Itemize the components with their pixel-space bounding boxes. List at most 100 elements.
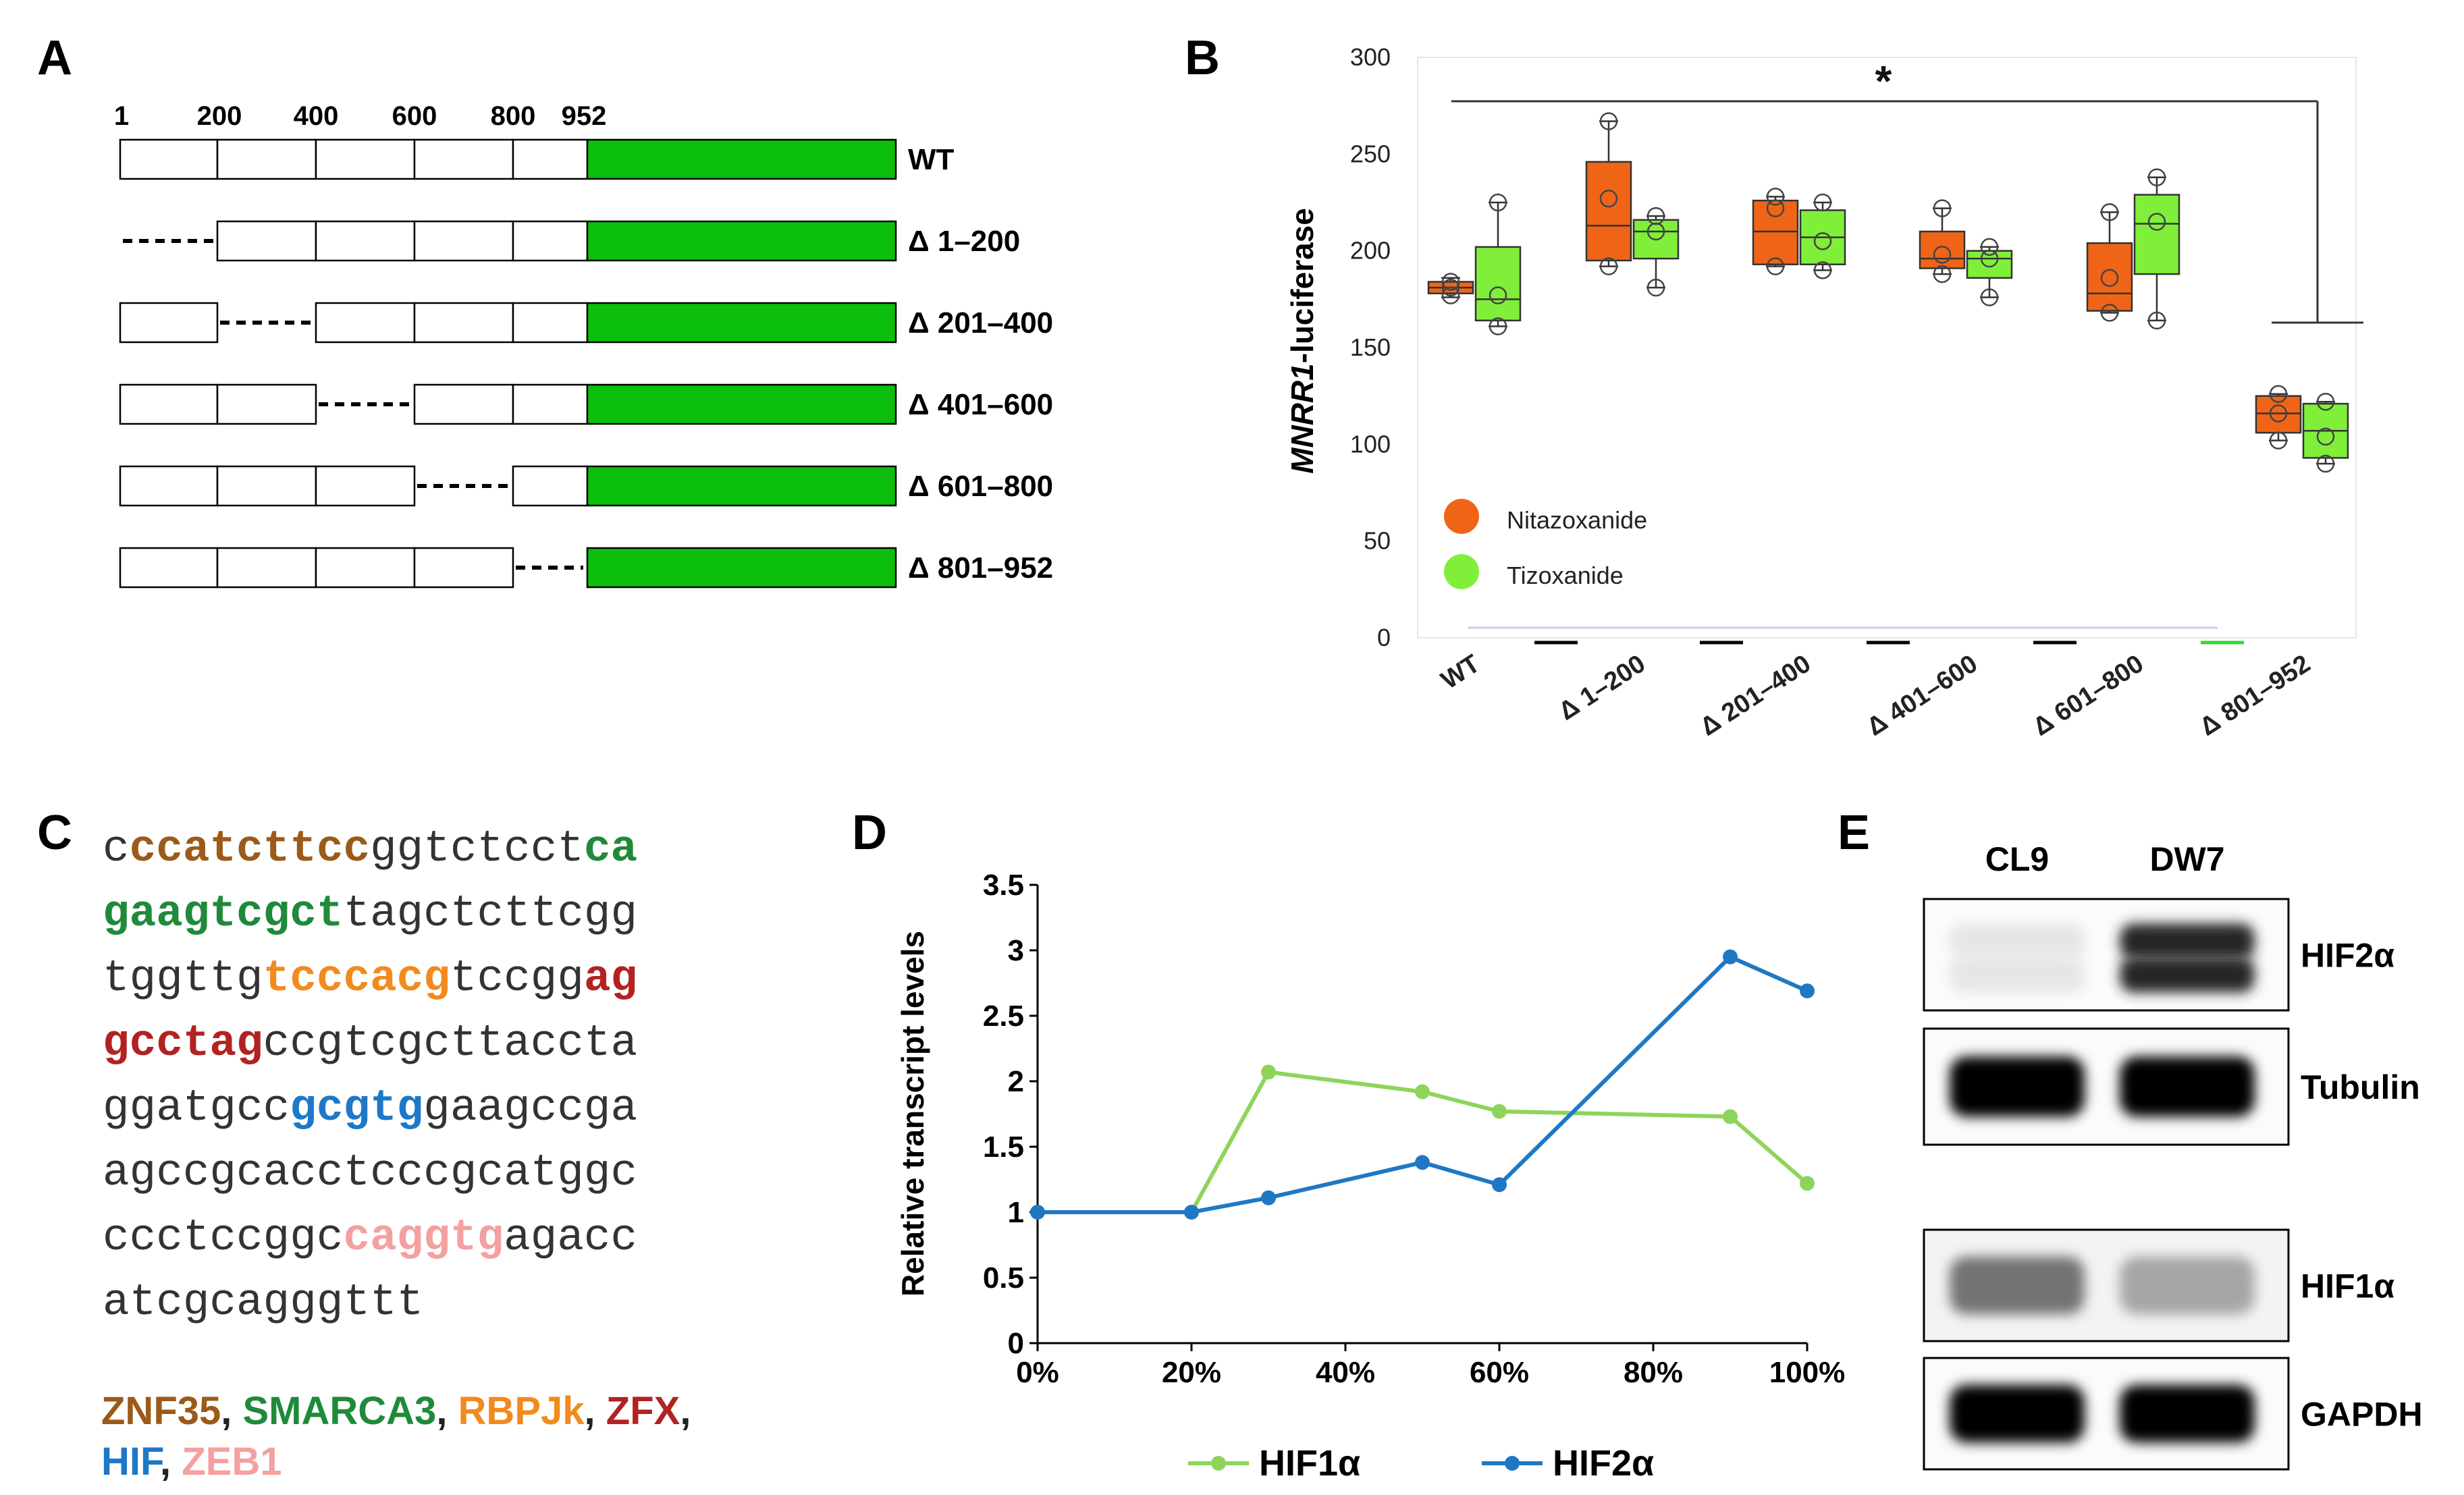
y-tick-label: 0.5 bbox=[983, 1261, 1024, 1295]
promoter-segment bbox=[512, 383, 589, 425]
sequence-line: gaagtcgcttagctcttcgg bbox=[103, 888, 637, 939]
sequence-text: tggttg bbox=[103, 953, 263, 1004]
data-point bbox=[1646, 278, 1665, 297]
data-point bbox=[2147, 213, 2166, 231]
box-nitazoxanide-1 bbox=[1585, 112, 1632, 275]
y-axis-label-rest: -luciferase bbox=[1285, 208, 1320, 363]
construct-label: Δ 401–600 bbox=[908, 388, 1053, 421]
series-point bbox=[1723, 949, 1738, 964]
x-tick-label: 40% bbox=[1316, 1356, 1375, 1389]
data-point bbox=[2316, 427, 2335, 446]
panel-e-westernblot: CL9 DW7 HIF2α Tubulin HIF1α GAPDH bbox=[1923, 840, 2423, 1471]
factor-legend-line: HIF, ZEB1 bbox=[101, 1440, 282, 1484]
legend-label-nitazoxanide: Nitazoxanide bbox=[1507, 506, 1647, 534]
legend-factor-zfx: ZFX bbox=[606, 1389, 680, 1433]
panel-label-a: A bbox=[37, 31, 72, 85]
series-point bbox=[1415, 1155, 1430, 1170]
box-tizoxanide-2 bbox=[1799, 193, 1846, 279]
promoter-segment bbox=[413, 547, 514, 589]
promoter-segment bbox=[413, 220, 514, 262]
x-tick-label: Δ 601–800 bbox=[2028, 649, 2149, 741]
data-point bbox=[1646, 207, 1665, 225]
panel-a-constructs: 1 200 400 600 800 952 WT Δ 1–200 Δ 201–400 Δ 401–… bbox=[114, 101, 1053, 589]
legend-label-HIF1α: HIF1α bbox=[1259, 1443, 1360, 1484]
y-axis-label-gene: MNRR1 bbox=[1285, 363, 1320, 474]
box-tizoxanide-1 bbox=[1632, 207, 1680, 297]
y-axis-label: Relative transcript levels bbox=[895, 931, 930, 1297]
legend-marker bbox=[1211, 1456, 1226, 1471]
panel-label-d: D bbox=[852, 806, 887, 860]
legend-swatch-tizoxanide bbox=[1444, 554, 1479, 589]
panel-label-e: E bbox=[1838, 806, 1870, 860]
binding-site-smarca3: gaagtcgct bbox=[103, 888, 343, 939]
data-point bbox=[1933, 199, 1952, 217]
construct-label: WT bbox=[908, 143, 955, 176]
sequence-text: tccgg bbox=[450, 953, 584, 1004]
significance-star: * bbox=[1875, 57, 1892, 105]
blot-band bbox=[1950, 956, 2085, 993]
y-tick-label: 2.5 bbox=[983, 1000, 1024, 1033]
position-label-952: 952 bbox=[562, 101, 607, 131]
sequence-text: gaagccga bbox=[423, 1083, 637, 1133]
x-tick-label: Δ 801–952 bbox=[2195, 649, 2315, 741]
y-tick-label: 150 bbox=[1350, 333, 1391, 361]
series-point bbox=[1030, 1205, 1045, 1220]
sequence-text: tagctcttcgg bbox=[343, 888, 637, 939]
data-point bbox=[2316, 454, 2335, 473]
factor-legend-line: ZNF35, SMARCA3, RBPJk, ZFX, bbox=[101, 1389, 691, 1433]
legend-factor-zeb1: ZEB1 bbox=[182, 1440, 282, 1484]
data-point bbox=[2269, 385, 2288, 404]
box-tizoxanide-3 bbox=[1966, 238, 2013, 306]
legend-factor-rbpjk: RBPJk bbox=[458, 1389, 585, 1433]
x-tick-label: 100% bbox=[1769, 1356, 1846, 1389]
panel-d-linechart: 0 0.5 1 1.5 2 2.5 3 3.5 0% 20% 40% 60% 80% 100% Relati… bbox=[895, 869, 1845, 1484]
blot-band bbox=[2120, 1056, 2255, 1117]
promoter-segment bbox=[216, 138, 317, 180]
box-iqr bbox=[2086, 242, 2133, 312]
box-tizoxanide-5 bbox=[2302, 393, 2349, 473]
data-point bbox=[1766, 199, 1785, 217]
lane-label-cl9: CL9 bbox=[1985, 840, 2049, 878]
promoter-segment bbox=[413, 138, 514, 180]
y-tick-label: 0 bbox=[1008, 1327, 1024, 1360]
data-point bbox=[1933, 246, 1952, 264]
luciferase-reporter bbox=[586, 138, 897, 180]
binding-site-zfx: gcctag bbox=[103, 1018, 263, 1068]
data-point bbox=[1980, 238, 1999, 256]
legend-separator: , bbox=[680, 1389, 691, 1433]
construct-label: Δ 601–800 bbox=[908, 470, 1053, 503]
series-point bbox=[1261, 1190, 1276, 1205]
promoter-segment bbox=[119, 138, 219, 180]
legend-marker bbox=[1505, 1456, 1520, 1471]
x-tick-label: Δ 401–600 bbox=[1862, 649, 1983, 741]
blot-label-1: Tubulin bbox=[2301, 1068, 2420, 1106]
y-tick-label: 0 bbox=[1377, 624, 1391, 651]
promoter-segment bbox=[512, 220, 589, 262]
blot-band bbox=[2120, 956, 2255, 993]
series-point bbox=[1800, 983, 1815, 999]
position-label-600: 600 bbox=[392, 101, 437, 131]
promoter-segment bbox=[315, 302, 416, 344]
sequence-line: tggttgtcccacgtccggag bbox=[103, 953, 637, 1004]
x-tick-label: Δ 201–400 bbox=[1695, 649, 1816, 741]
legend-factor-hif: HIF bbox=[101, 1440, 163, 1484]
sequence-text: agacc bbox=[504, 1212, 637, 1263]
sequence-line: ccctccggccaggtgagacc bbox=[103, 1212, 637, 1263]
legend-factor-znf35: ZNF35 bbox=[101, 1389, 221, 1433]
blot-label-2: HIF1α bbox=[2301, 1268, 2394, 1305]
sequence-line: ggatgccgcgtggaagccga bbox=[103, 1083, 637, 1133]
blot-band bbox=[2120, 1256, 2255, 1315]
y-tick-label: 3.5 bbox=[983, 869, 1024, 902]
data-point bbox=[2147, 168, 2166, 186]
promoter-segment bbox=[119, 383, 219, 425]
promoter-segment bbox=[512, 465, 589, 507]
box-tizoxanide-0 bbox=[1474, 193, 1522, 335]
legend-separator: , bbox=[436, 1389, 458, 1433]
legend-factor-smarca3: SMARCA3 bbox=[243, 1389, 437, 1433]
promoter-segment bbox=[512, 138, 589, 180]
y-tick-label: 2 bbox=[1008, 1065, 1024, 1098]
luciferase-reporter bbox=[586, 547, 897, 589]
data-point bbox=[2100, 203, 2119, 221]
x-tick-label: 80% bbox=[1624, 1356, 1683, 1389]
y-tick-label: 200 bbox=[1350, 237, 1391, 265]
